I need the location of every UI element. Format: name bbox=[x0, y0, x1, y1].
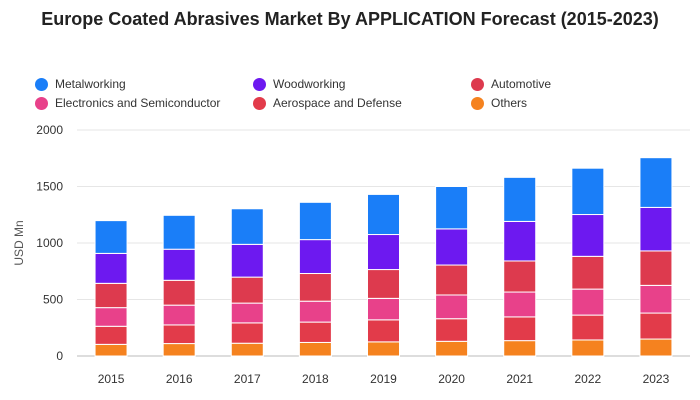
legend-item-others[interactable]: Others bbox=[471, 94, 527, 112]
legend-label: Woodworking bbox=[273, 77, 346, 91]
bar-segment-automotive-2023 bbox=[639, 250, 673, 286]
legend-label: Metalworking bbox=[55, 77, 126, 91]
x-tick-label: 2017 bbox=[234, 372, 261, 386]
x-tick-label: 2020 bbox=[438, 372, 465, 386]
bar-segment-electronics-and-semiconductor-2020 bbox=[435, 294, 469, 320]
bar-segment-woodworking-2015 bbox=[94, 252, 128, 284]
bar-segment-electronics-and-semiconductor-2018 bbox=[298, 300, 332, 323]
x-tick-label: 2018 bbox=[302, 372, 329, 386]
bar-segment-automotive-2020 bbox=[435, 264, 469, 296]
bar-segment-electronics-and-semiconductor-2016 bbox=[162, 304, 196, 326]
x-tick-label: 2016 bbox=[166, 372, 193, 386]
bar-segment-woodworking-2017 bbox=[230, 243, 264, 278]
bar-segment-woodworking-2023 bbox=[639, 206, 673, 252]
y-axis-title: USD Mn bbox=[12, 220, 26, 265]
y-tick-label: 0 bbox=[56, 349, 63, 363]
bar-segment-others-2018 bbox=[298, 341, 332, 357]
y-tick-label: 1000 bbox=[36, 236, 63, 250]
legend-label: Automotive bbox=[491, 77, 552, 91]
legend-label: Aerospace and Defense bbox=[273, 96, 402, 110]
legend-item-electronics-and-semiconductor[interactable]: Electronics and Semiconductor bbox=[35, 94, 220, 112]
bar-segment-others-2022 bbox=[571, 339, 605, 357]
bar-segment-automotive-2015 bbox=[94, 282, 128, 309]
legend-swatch bbox=[471, 77, 484, 91]
x-tick-label: 2021 bbox=[506, 372, 533, 386]
x-tick-label: 2019 bbox=[370, 372, 397, 386]
legend-swatch bbox=[35, 77, 48, 91]
bar-segment-automotive-2019 bbox=[367, 269, 400, 299]
bar-segment-others-2017 bbox=[230, 342, 264, 357]
legend-item-aerospace-and-defense[interactable]: Aerospace and Defense bbox=[253, 94, 402, 112]
x-tick-label: 2022 bbox=[574, 372, 601, 386]
legend-swatch bbox=[471, 96, 484, 110]
bar-segment-electronics-and-semiconductor-2021 bbox=[503, 291, 537, 318]
bar-segment-metalworking-2021 bbox=[503, 176, 537, 222]
bar-segment-aerospace-and-defense-2016 bbox=[162, 324, 196, 345]
bar-segment-electronics-and-semiconductor-2015 bbox=[94, 307, 128, 327]
bar-segment-aerospace-and-defense-2019 bbox=[367, 319, 400, 343]
bar-segment-automotive-2018 bbox=[298, 273, 332, 302]
bar-segment-woodworking-2022 bbox=[571, 214, 605, 257]
legend-item-automotive[interactable]: Automotive bbox=[471, 75, 551, 93]
y-tick-label: 500 bbox=[43, 293, 63, 307]
legend-item-woodworking[interactable]: Woodworking bbox=[253, 75, 345, 93]
bar-segment-electronics-and-semiconductor-2023 bbox=[639, 284, 673, 314]
chart-legend: Metalworking Woodworking Automotive Elec… bbox=[0, 72, 700, 114]
bar-segment-automotive-2016 bbox=[162, 279, 196, 306]
bar-segment-metalworking-2017 bbox=[230, 208, 264, 245]
bar-segment-aerospace-and-defense-2015 bbox=[94, 325, 128, 345]
bar-segment-electronics-and-semiconductor-2019 bbox=[367, 297, 400, 321]
bar-segment-aerospace-and-defense-2022 bbox=[571, 314, 605, 341]
bar-segment-woodworking-2020 bbox=[435, 228, 469, 266]
bar-segment-electronics-and-semiconductor-2017 bbox=[230, 302, 264, 324]
bar-segment-metalworking-2018 bbox=[298, 201, 332, 241]
bar-segment-metalworking-2023 bbox=[639, 157, 673, 208]
bar-segment-woodworking-2018 bbox=[298, 239, 332, 275]
bar-segment-metalworking-2022 bbox=[571, 167, 605, 216]
bar-segment-automotive-2021 bbox=[503, 260, 537, 293]
chart-title: Europe Coated Abrasives Market By APPLIC… bbox=[41, 9, 659, 29]
legend-item-metalworking[interactable]: Metalworking bbox=[35, 75, 126, 93]
bar-segment-aerospace-and-defense-2018 bbox=[298, 321, 332, 343]
bar-segment-aerospace-and-defense-2017 bbox=[230, 322, 264, 344]
bar-segment-aerospace-and-defense-2023 bbox=[639, 312, 673, 340]
bar-segment-automotive-2017 bbox=[230, 276, 264, 304]
bar-segment-others-2023 bbox=[639, 338, 673, 357]
bar-segment-aerospace-and-defense-2021 bbox=[503, 316, 537, 342]
bar-segment-others-2015 bbox=[94, 343, 128, 357]
legend-swatch bbox=[35, 96, 48, 110]
legend-swatch bbox=[253, 77, 266, 91]
y-tick-label: 1500 bbox=[36, 180, 63, 194]
bar-segment-aerospace-and-defense-2020 bbox=[435, 318, 469, 342]
bar-segment-others-2020 bbox=[435, 340, 469, 357]
bar-segment-woodworking-2016 bbox=[162, 248, 196, 281]
legend-swatch bbox=[253, 96, 266, 110]
bar-segment-others-2019 bbox=[367, 341, 400, 357]
x-tick-label: 2023 bbox=[643, 372, 670, 386]
bar-segment-others-2016 bbox=[162, 343, 196, 357]
bar-segment-automotive-2022 bbox=[571, 255, 605, 290]
bar-segment-woodworking-2019 bbox=[367, 234, 400, 271]
x-tick-label: 2015 bbox=[98, 372, 125, 386]
bar-segment-metalworking-2015 bbox=[94, 220, 128, 254]
legend-label: Electronics and Semiconductor bbox=[55, 96, 221, 110]
bar-segment-metalworking-2020 bbox=[435, 186, 469, 230]
bar-segment-others-2021 bbox=[503, 340, 537, 357]
bar-segment-woodworking-2021 bbox=[503, 220, 537, 262]
legend-label: Others bbox=[491, 96, 528, 110]
bar-segment-metalworking-2019 bbox=[367, 193, 400, 236]
bar-segment-electronics-and-semiconductor-2022 bbox=[571, 288, 605, 316]
bar-segment-metalworking-2016 bbox=[162, 214, 196, 250]
y-tick-label: 2000 bbox=[36, 123, 63, 137]
